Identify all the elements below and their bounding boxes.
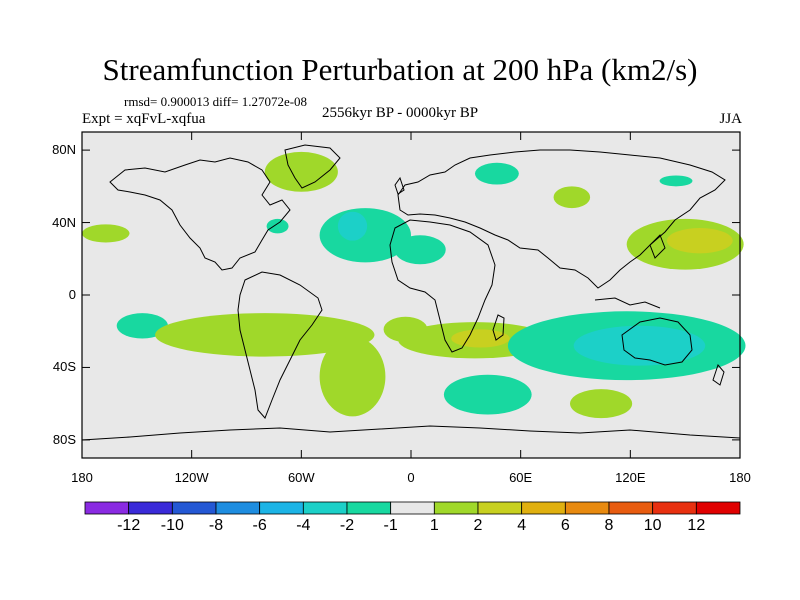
field-australia-cyan bbox=[573, 325, 706, 366]
lon-label: 120E bbox=[615, 470, 646, 485]
colorbar-swatch bbox=[521, 501, 566, 515]
field-s-pacific-teal bbox=[116, 313, 168, 339]
colorbar-swatch bbox=[346, 501, 392, 515]
field-w-africa-green bbox=[383, 316, 428, 343]
period-label: 2556kyr BP - 0000kyr BP bbox=[322, 105, 479, 121]
colorbar-label: 8 bbox=[604, 517, 614, 534]
colorbar-label: 12 bbox=[687, 517, 706, 534]
colorbar-label: -4 bbox=[296, 517, 311, 534]
colorbar-label: -12 bbox=[117, 517, 141, 534]
colorbar-label: 1 bbox=[429, 517, 439, 534]
colorbar-swatch bbox=[433, 501, 479, 515]
field-s-atlantic-green bbox=[319, 336, 386, 417]
colorbar-swatch bbox=[477, 501, 523, 515]
lon-label: 0 bbox=[407, 470, 415, 485]
field-s-africa-yellow bbox=[451, 329, 510, 348]
lon-label: 60E bbox=[509, 470, 533, 485]
field-s-pacific-green bbox=[570, 389, 633, 419]
colorbar-label: -6 bbox=[252, 517, 267, 534]
colorbar-swatch bbox=[84, 501, 130, 515]
lat-label: 0 bbox=[68, 287, 76, 302]
contour-fields bbox=[82, 151, 746, 419]
axis-ticks bbox=[81, 132, 741, 458]
coastline-new-zealand bbox=[712, 364, 725, 386]
field-siberia-teal bbox=[659, 175, 693, 187]
colorbar-swatch bbox=[215, 501, 261, 515]
colorbar-label: 4 bbox=[517, 517, 527, 534]
colorbar-swatch bbox=[390, 501, 435, 515]
colorbar-swatch bbox=[302, 501, 348, 515]
colorbar-label: -8 bbox=[208, 517, 224, 534]
stats-line: rmsd= 0.900013 diff= 1.27072e-08 bbox=[124, 94, 308, 109]
field-europe-teal bbox=[474, 162, 519, 185]
lat-label: 40N bbox=[52, 214, 76, 230]
colorbar-swatch bbox=[171, 501, 217, 515]
coastline-uk bbox=[394, 176, 405, 195]
colorbar-swatch bbox=[608, 501, 654, 515]
lat-label: 40S bbox=[52, 359, 76, 375]
lon-label: 60W bbox=[287, 470, 315, 485]
coastline-eurasia bbox=[397, 149, 726, 289]
coastline-greenland bbox=[284, 144, 341, 189]
colorbar-label: 6 bbox=[560, 517, 570, 534]
colorbar-swatch bbox=[128, 501, 173, 515]
colorbar-label: -2 bbox=[339, 517, 355, 534]
lat-label: 80S bbox=[52, 431, 76, 447]
experiment-label: Expt = xqFvL-xqfua bbox=[82, 111, 206, 127]
coastlines bbox=[81, 144, 741, 441]
coastline-north-america bbox=[109, 157, 291, 271]
colorbar-swatch bbox=[695, 501, 741, 515]
lat-label: 80N bbox=[52, 142, 76, 158]
figure-title: Streamfunction Perturbation at 200 hPa (… bbox=[102, 52, 698, 87]
field-nw-pacific-yellow bbox=[666, 227, 733, 254]
colorbar-label: 10 bbox=[643, 517, 662, 534]
field-n-atlantic-green bbox=[264, 151, 338, 192]
coastline-south-america bbox=[237, 271, 323, 419]
coastline-indonesia bbox=[594, 297, 661, 309]
season-label: JJA bbox=[719, 111, 742, 127]
coastline-australia bbox=[621, 317, 693, 366]
coastline-africa bbox=[389, 219, 496, 353]
colorbar-label: -1 bbox=[383, 517, 398, 534]
field-w-pacific-coast-green bbox=[82, 224, 130, 243]
colorbar-swatch bbox=[652, 501, 697, 515]
colorbar-swatch bbox=[259, 501, 304, 515]
field-central-asia-green bbox=[553, 186, 591, 209]
colorbar-swatch bbox=[564, 501, 610, 515]
field-n-africa-teal bbox=[394, 235, 446, 265]
field-s-indian-teal bbox=[443, 374, 532, 415]
colorbar bbox=[84, 501, 741, 515]
lon-label: 180 bbox=[729, 470, 751, 485]
coastline-japan bbox=[649, 234, 666, 259]
coastline-madagascar bbox=[492, 314, 505, 341]
field-ne-america-teal bbox=[266, 218, 289, 234]
map-background bbox=[82, 132, 740, 458]
field-south-america-green bbox=[155, 313, 375, 357]
colorbar-label: -10 bbox=[160, 517, 184, 534]
field-atlantic-negative-inner bbox=[337, 211, 368, 241]
coastline-antarctica bbox=[81, 425, 741, 441]
lon-label: 180 bbox=[71, 470, 93, 485]
lon-label: 120W bbox=[174, 470, 209, 485]
colorbar-label: 2 bbox=[473, 517, 483, 534]
